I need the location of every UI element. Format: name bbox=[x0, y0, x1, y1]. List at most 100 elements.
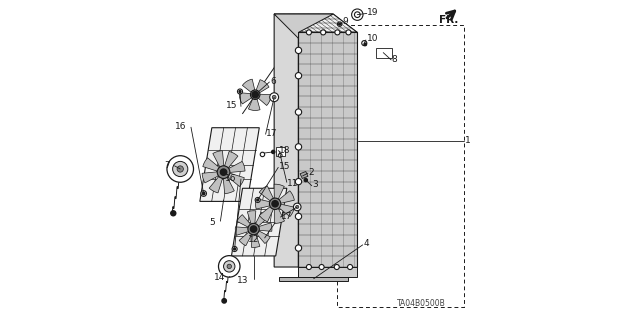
Circle shape bbox=[269, 198, 281, 210]
Polygon shape bbox=[202, 172, 218, 183]
Circle shape bbox=[237, 89, 243, 94]
Text: 15: 15 bbox=[279, 162, 291, 171]
Polygon shape bbox=[236, 227, 248, 235]
Polygon shape bbox=[239, 232, 252, 246]
Circle shape bbox=[334, 264, 339, 270]
Polygon shape bbox=[259, 94, 271, 106]
Circle shape bbox=[201, 191, 207, 196]
Text: 1: 1 bbox=[465, 136, 470, 145]
Polygon shape bbox=[223, 177, 234, 194]
Circle shape bbox=[171, 211, 176, 216]
Circle shape bbox=[271, 150, 275, 153]
Circle shape bbox=[362, 41, 367, 46]
Text: 9: 9 bbox=[343, 18, 349, 26]
Circle shape bbox=[173, 161, 188, 177]
Polygon shape bbox=[279, 277, 348, 281]
Bar bbox=[337, 25, 464, 307]
Polygon shape bbox=[259, 223, 272, 231]
Polygon shape bbox=[256, 80, 269, 93]
Circle shape bbox=[355, 12, 360, 18]
Polygon shape bbox=[274, 184, 284, 199]
Polygon shape bbox=[259, 207, 273, 222]
Polygon shape bbox=[298, 33, 357, 267]
Circle shape bbox=[307, 30, 312, 35]
Circle shape bbox=[307, 264, 312, 270]
Polygon shape bbox=[279, 204, 294, 217]
Circle shape bbox=[339, 23, 340, 25]
Text: 7: 7 bbox=[164, 161, 170, 170]
Polygon shape bbox=[232, 188, 287, 256]
Circle shape bbox=[272, 95, 276, 99]
Polygon shape bbox=[248, 99, 260, 110]
Circle shape bbox=[348, 264, 353, 270]
Polygon shape bbox=[257, 231, 270, 243]
Text: TA04B0500B: TA04B0500B bbox=[397, 299, 445, 308]
Circle shape bbox=[296, 205, 299, 209]
Text: 4: 4 bbox=[364, 240, 369, 249]
Circle shape bbox=[218, 256, 240, 277]
Polygon shape bbox=[209, 176, 223, 193]
Polygon shape bbox=[243, 79, 255, 92]
Text: 6: 6 bbox=[270, 77, 276, 85]
Circle shape bbox=[321, 30, 326, 35]
Polygon shape bbox=[298, 267, 357, 277]
Circle shape bbox=[337, 22, 342, 26]
Polygon shape bbox=[274, 14, 298, 267]
Circle shape bbox=[232, 247, 237, 251]
Circle shape bbox=[255, 197, 260, 203]
Circle shape bbox=[295, 213, 301, 219]
Text: 13: 13 bbox=[237, 276, 249, 285]
Text: FR.: FR. bbox=[438, 15, 458, 26]
Text: 5: 5 bbox=[209, 218, 215, 226]
Circle shape bbox=[260, 152, 265, 157]
Text: 12: 12 bbox=[248, 235, 259, 244]
Text: 2: 2 bbox=[308, 168, 314, 177]
Circle shape bbox=[223, 261, 235, 272]
Circle shape bbox=[295, 47, 301, 54]
Text: 17: 17 bbox=[266, 129, 278, 138]
Circle shape bbox=[278, 153, 282, 157]
Text: 16: 16 bbox=[175, 122, 186, 131]
Polygon shape bbox=[274, 14, 357, 33]
Text: 17: 17 bbox=[281, 212, 292, 221]
Circle shape bbox=[167, 156, 193, 182]
Polygon shape bbox=[255, 199, 270, 209]
Polygon shape bbox=[203, 158, 220, 171]
Polygon shape bbox=[228, 173, 244, 187]
Text: 10: 10 bbox=[367, 34, 378, 43]
Circle shape bbox=[227, 264, 232, 269]
Polygon shape bbox=[279, 191, 294, 203]
Text: 16: 16 bbox=[225, 174, 237, 183]
Polygon shape bbox=[213, 151, 224, 167]
Circle shape bbox=[295, 72, 301, 79]
Polygon shape bbox=[259, 186, 273, 201]
Polygon shape bbox=[255, 212, 268, 226]
Circle shape bbox=[269, 93, 278, 102]
Circle shape bbox=[239, 91, 241, 93]
Circle shape bbox=[217, 166, 230, 178]
Text: 14: 14 bbox=[214, 273, 225, 282]
Circle shape bbox=[295, 178, 301, 185]
Circle shape bbox=[252, 92, 259, 98]
Circle shape bbox=[295, 109, 301, 115]
Circle shape bbox=[293, 203, 301, 211]
Polygon shape bbox=[237, 215, 250, 227]
Polygon shape bbox=[225, 152, 238, 168]
Polygon shape bbox=[228, 161, 245, 173]
Circle shape bbox=[250, 90, 260, 100]
Polygon shape bbox=[239, 93, 252, 104]
Circle shape bbox=[319, 264, 324, 270]
Circle shape bbox=[220, 169, 227, 175]
Polygon shape bbox=[247, 211, 256, 224]
Polygon shape bbox=[274, 14, 333, 38]
Text: 8: 8 bbox=[392, 55, 397, 64]
Polygon shape bbox=[275, 209, 284, 223]
Circle shape bbox=[250, 226, 257, 232]
Circle shape bbox=[295, 144, 301, 150]
Circle shape bbox=[248, 223, 259, 235]
Text: 18: 18 bbox=[279, 145, 291, 154]
Polygon shape bbox=[200, 128, 259, 201]
Circle shape bbox=[295, 245, 301, 251]
Text: 19: 19 bbox=[367, 8, 379, 17]
Bar bbox=[276, 147, 285, 156]
